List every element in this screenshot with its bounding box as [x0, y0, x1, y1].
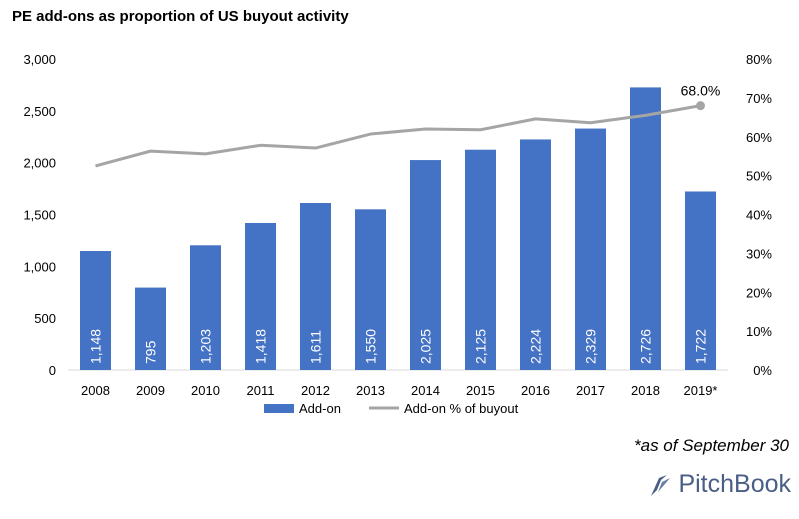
- x-tick-label: 2011: [247, 383, 275, 398]
- left-axis: 0 500 1,000 1,500 2,000 2,500 3,000: [23, 52, 56, 378]
- series-line: [96, 106, 701, 166]
- line-series-add-on-pct: 68.0%: [96, 83, 721, 166]
- bar-data-label: 1,148: [88, 329, 104, 364]
- bar-data-label: 2,224: [528, 329, 544, 364]
- x-tick-label: 2016: [521, 383, 550, 398]
- brand-name: PitchBook: [678, 470, 791, 499]
- legend-label-add-on: Add-on: [299, 401, 341, 416]
- x-axis-ticks: 2008 2009 2010 2011 2012 2013 2014 2015 2016 2017…: [81, 383, 717, 398]
- footnote: *as of September 30: [634, 436, 789, 456]
- y-tick-label: 1,000: [23, 259, 56, 274]
- x-tick-label: 2017: [576, 383, 605, 398]
- bar-data-label: 2,329: [583, 329, 599, 364]
- y2-tick-label: 80%: [746, 52, 772, 67]
- legend: Add-on Add-on % of buyout: [264, 401, 519, 416]
- y2-tick-label: 70%: [746, 91, 772, 106]
- bar-data-label: 1,550: [363, 329, 379, 364]
- y2-tick-label: 40%: [746, 208, 772, 223]
- bar-data-label: 1,722: [693, 329, 709, 364]
- bar-data-labels: 1,148 795 1,203 1,418 1,611 1,550 2,025 2,125 2,…: [88, 329, 709, 364]
- y2-tick-label: 60%: [746, 130, 772, 145]
- y-tick-label: 0: [49, 363, 56, 378]
- y-tick-label: 2,500: [23, 104, 56, 119]
- bar-data-label: 795: [143, 340, 159, 364]
- y2-tick-label: 20%: [746, 285, 772, 300]
- pitchbook-brand: PitchBook: [648, 470, 791, 499]
- y2-tick-label: 10%: [746, 324, 772, 339]
- y2-tick-label: 30%: [746, 246, 772, 261]
- y-tick-label: 1,500: [23, 208, 56, 223]
- x-tick-label: 2015: [466, 383, 495, 398]
- bar-data-label: 1,418: [253, 329, 269, 364]
- y-tick-label: 2,000: [23, 156, 56, 171]
- x-tick-label: 2009: [136, 383, 165, 398]
- x-tick-label: 2012: [301, 383, 330, 398]
- bar-series-add-on: [80, 87, 716, 370]
- bar-data-label: 1,611: [308, 330, 324, 364]
- x-tick-label: 2013: [356, 383, 385, 398]
- bar: [630, 87, 661, 370]
- bar-data-label: 2,025: [418, 329, 434, 364]
- line-point-marker: [696, 101, 705, 110]
- combo-chart: 0 500 1,000 1,500 2,000 2,500 3,000 0% 10% 20% 30…: [0, 0, 799, 430]
- y-tick-label: 3,000: [23, 52, 56, 67]
- legend-label-add-on-pct: Add-on % of buyout: [404, 401, 519, 416]
- x-tick-label: 2014: [411, 383, 440, 398]
- x-tick-label: 2008: [81, 383, 110, 398]
- bar-data-label: 2,125: [473, 329, 489, 364]
- bar-data-label: 2,726: [638, 329, 654, 364]
- x-tick-label: 2019*: [684, 383, 718, 398]
- pitchbook-logo-icon: [648, 472, 674, 498]
- y2-tick-label: 0%: [753, 363, 772, 378]
- x-tick-label: 2018: [631, 383, 660, 398]
- y-tick-label: 500: [34, 311, 56, 326]
- line-data-label: 68.0%: [681, 83, 721, 99]
- bar-data-label: 1,203: [198, 329, 214, 364]
- legend-swatch-add-on: [264, 404, 294, 413]
- y2-tick-label: 50%: [746, 169, 772, 184]
- x-tick-label: 2010: [191, 383, 220, 398]
- right-axis: 0% 10% 20% 30% 40% 50% 60% 70% 80%: [746, 52, 772, 378]
